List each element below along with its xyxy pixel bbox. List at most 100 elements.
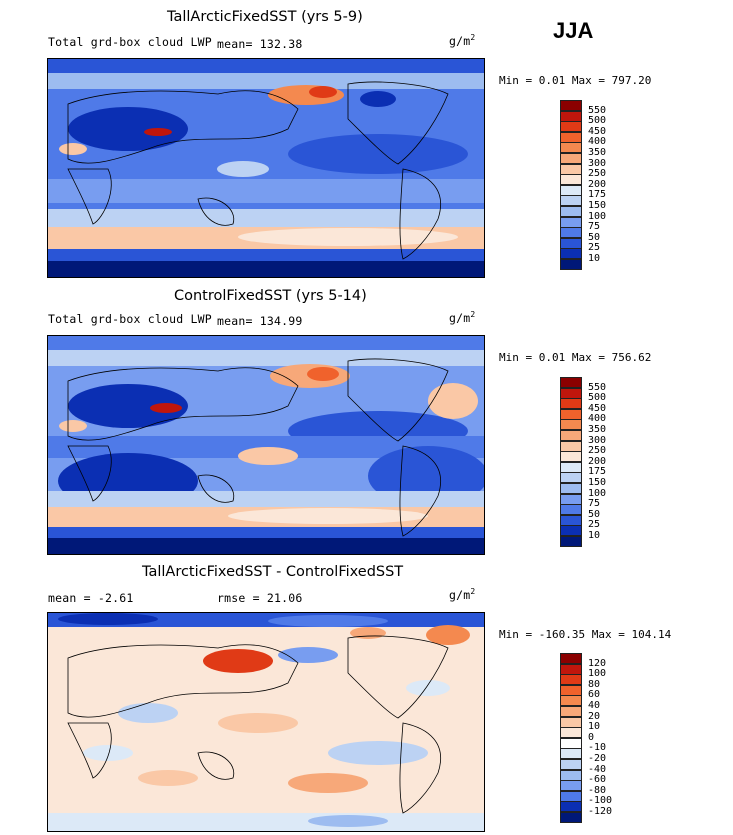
colorbar-swatch [560,259,582,271]
colorbar-tick-label: 350 [588,424,607,435]
panel2-map [47,335,485,555]
colorbar-swatch [560,131,582,143]
colorbar-swatch [560,493,582,505]
panel2-title: ControlFixedSST (yrs 5-14) [174,288,367,304]
panel1-map-field [48,59,484,277]
colorbar-tick-label: 50 [588,231,601,243]
panel3-title: TallArcticFixedSST - ControlFixedSST [142,564,404,580]
colorbar-swatch [560,653,582,665]
colorbar-swatch [560,663,582,675]
colorbar-swatch [560,716,582,728]
colorbar-tick-label: 175 [588,466,607,478]
colorbar-swatch [560,237,582,249]
colorbar-tick-label: 400 [588,413,607,425]
colorbar-tick-label: 500 [588,115,607,127]
colorbar-swatch [560,759,582,771]
colorbar-tick-label: -60 [588,774,607,786]
panel1-title: TallArcticFixedSST (yrs 5-9) [167,9,363,25]
colorbar-tick-label: 300 [588,157,607,169]
colorbar-tick-label: 350 [588,147,607,158]
colorbar-tick-label: 500 [588,392,607,404]
colorbar-swatch [560,706,582,718]
colorbar-swatch [560,419,582,431]
colorbar-tick-label: -40 [588,763,607,775]
colorbar-tick-label: 0 [588,731,595,743]
colorbar-tick-label: 100 [588,668,607,680]
colorbar-tick-label: 100 [588,210,607,222]
colorbar-swatch [560,737,582,749]
colorbar-swatch [560,121,582,133]
colorbar-swatch [560,100,582,112]
colorbar-tick-label: 250 [588,445,607,457]
colorbar-tick-label: 40 [588,700,601,711]
colorbar-swatch [560,504,582,516]
colorbar-swatch [560,472,582,484]
colorbar-tick-label: 25 [588,242,601,254]
colorbar-tick-label: 550 [588,381,607,393]
colorbar-swatch [560,430,582,442]
colorbar-swatch [560,377,582,389]
colorbar-tick-label: 200 [588,455,607,467]
colorbar-tick-label: 450 [588,402,607,414]
colorbar-swatch [560,184,582,196]
colorbar-swatch [560,684,582,696]
colorbar-tick-label: 120 [588,657,607,669]
colorbar-swatch [560,790,582,802]
colorbar-tick-label: 200 [588,178,607,190]
panel3-mean: mean = -2.61 [48,591,134,605]
colorbar-swatch [560,110,582,122]
colorbar-swatch [560,801,582,813]
colorbar-tick-label: 75 [588,221,601,233]
colorbar-tick-label: 75 [588,498,601,510]
colorbar-swatch [560,748,582,760]
panel1-map [47,58,485,278]
colorbar-swatch [560,674,582,686]
colorbar-tick-label: 10 [588,253,601,264]
colorbar-swatch [560,525,582,537]
colorbar-swatch [560,398,582,410]
colorbar-swatch [560,174,582,186]
colorbar-swatch [560,163,582,175]
colorbar-tick-label: 60 [588,689,601,701]
colorbar-tick-label: 550 [588,104,607,116]
colorbar-tick-label: -120 [588,806,613,817]
colorbar-tick-label: 100 [588,487,607,499]
panel1-variable-label: Total grd-box cloud LWP [48,35,212,49]
colorbar-swatch [560,227,582,239]
colorbar-tick-label: 400 [588,136,607,148]
colorbar-tick-label: 10 [588,530,601,541]
colorbar-tick-label: 20 [588,710,601,722]
colorbar-tick-label: 300 [588,434,607,446]
colorbar-swatch [560,769,582,781]
colorbar-swatch [560,451,582,463]
colorbar-swatch [560,812,582,824]
panel3-map-field [48,613,484,831]
colorbar-tick-label: 10 [588,721,601,733]
colorbar-swatch [560,536,582,548]
colorbar-swatch [560,248,582,260]
panel3-rmse: rmse = 21.06 [217,591,303,605]
colorbar-swatch [560,695,582,707]
colorbar-swatch [560,780,582,792]
colorbar-tick-label: -20 [588,753,607,764]
panel2-min-max: Min = 0.01 Max = 756.62 [499,351,652,364]
panel2-variable-label: Total grd-box cloud LWP [48,312,212,326]
colorbar-tick-label: 250 [588,168,607,180]
colorbar-tick-label: 150 [588,200,607,211]
colorbar-tick-label: 150 [588,477,607,488]
season-label: JJA [553,18,594,43]
panel2-map-field [48,336,484,554]
panel1-mean: mean= 132.38 [217,37,303,51]
colorbar-swatch [560,727,582,739]
colorbar-swatch [560,216,582,228]
colorbar-swatch [560,483,582,495]
colorbar-tick-label: 25 [588,519,601,531]
colorbar-tick-label: 175 [588,189,607,201]
colorbar-tick-label: 50 [588,508,601,520]
colorbar-swatch [560,387,582,399]
panel2-mean: mean= 134.99 [217,314,303,328]
colorbar-swatch [560,195,582,207]
colorbar-swatch [560,142,582,154]
panel1-min-max: Min = 0.01 Max = 797.20 [499,74,652,87]
panel3-min-max: Min = -160.35 Max = 104.14 [499,628,672,641]
